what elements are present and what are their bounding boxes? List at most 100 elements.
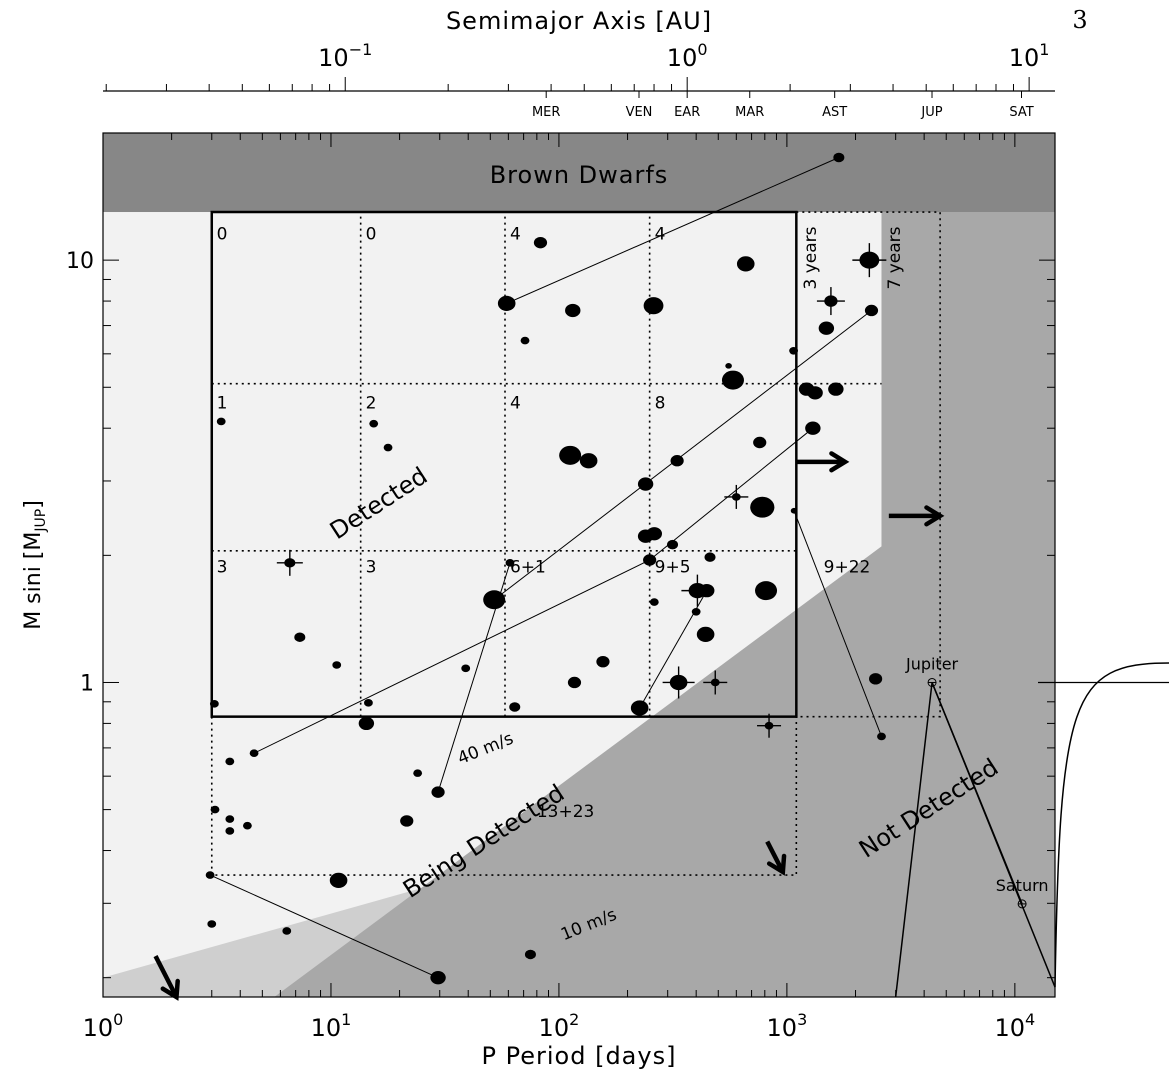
connection-line [649,427,814,561]
planet-point [667,539,679,550]
planet-point [430,971,446,985]
bin-count-label: 3 [217,558,228,578]
connection-line [793,510,882,737]
planet-point [807,386,823,400]
x-tick-label: 103 [767,1010,808,1042]
planet-point [630,700,649,716]
planet-point [637,477,654,491]
planet-point [369,419,379,428]
planet-point [383,443,393,452]
planet-marker-label: EAR [674,105,700,120]
edge-curve [1054,662,1169,988]
planet-point [753,436,767,449]
planet-point [207,920,217,928]
planet-point [731,493,741,501]
planet-marker-label: MAR [735,105,764,120]
detected-box [210,210,798,718]
planet-point [209,700,219,708]
planet-point [818,321,835,335]
solar-system-planets: Jupiter Saturn [894,654,1169,998]
arrow-head [829,451,850,473]
top-tick-label: 100 [667,40,708,72]
x-tick-base: 10 [83,1014,114,1042]
bin-count-label: 0 [217,224,228,244]
bin-count-label: 9+22 [824,558,871,578]
planet-point [725,362,732,369]
bin-counts: 0 0 4 4 1 2 4 8 3 3 6+1 9+5 9+22 13+23 [217,224,871,822]
planet-point [649,598,659,606]
bin-count-label: 8 [655,394,666,414]
three-years-label: 3 years [801,226,821,289]
planet-point [824,295,838,307]
planet-point [704,552,716,562]
planet-point [828,382,844,396]
planet-point [249,749,259,758]
bin-count-label: 2 [366,394,377,414]
seven-years-label: 7 years [885,226,905,289]
planet-point [461,664,471,673]
bin-count-label: 4 [655,224,666,244]
region-not-detected [274,212,1055,998]
arrow-head [924,505,945,527]
planet-point [710,678,720,687]
bin-count-label: 1 [217,394,228,414]
planet-point [210,805,220,814]
arrow-shaft [765,840,785,873]
x-tick-exponent: 1 [341,1010,351,1029]
x-tick-base: 10 [994,1014,1025,1042]
brown-dwarfs-label: Brown Dwarfs [490,161,669,189]
connection-line [506,157,840,304]
jupiter-saturn-line [931,682,1023,905]
planet-point [524,949,536,960]
planet-point [567,676,582,689]
planet-marker-label: JUP [920,105,942,120]
planet-point [225,815,235,823]
x-tick-base: 10 [539,1014,570,1042]
y-axis-label: M sini [MJUP] [21,500,49,630]
planet-point [643,297,664,315]
planet-point [216,417,226,426]
planet-point [596,655,610,668]
planet-point [205,871,215,879]
y-axis-label-sub: JUP [33,509,49,533]
x-tick-label: 100 [83,1010,124,1042]
x-tick-exponent: 3 [797,1010,807,1029]
bin-count-label: 6+1 [510,558,546,578]
bin-count-label: 0 [366,224,377,244]
x-tick-base: 10 [311,1014,342,1042]
arrow-shaft [153,955,179,999]
planet-point [565,303,581,318]
top-tick-label: 10−1 [318,40,372,72]
top-tick-base: 10 [1009,44,1040,72]
region-brown-dwarfs [103,133,1055,213]
planet-point [764,721,774,730]
planet-marker-label: MER [532,105,560,120]
y-axis-label-main: M sini [M [21,532,46,630]
planet-point [520,336,530,345]
planet-point [579,453,598,469]
top-tick-base: 10 [667,44,698,72]
planet-point [282,927,292,935]
planet-point [483,590,506,610]
planet-point [755,581,778,601]
y-tick-label: 10 [66,249,94,274]
planet-point [505,559,515,567]
x-tick-exponent: 2 [569,1010,579,1029]
planet-point [721,370,744,390]
planet-point [509,702,521,712]
planet-marker-label: SAT [1009,105,1033,120]
planet-point [864,304,879,317]
connection-lines [209,157,882,979]
planet-point [869,673,883,685]
bin-count-label: 9+5 [655,558,691,578]
planet-point [750,496,775,518]
planet-point [364,699,373,707]
connection-line [253,559,650,754]
planet-marker-label: AST [822,105,847,120]
planet-point [805,421,821,435]
planet-point [559,445,582,465]
planet-point [859,251,880,269]
planet-point [431,786,445,798]
bin-count-label: 4 [510,224,521,244]
